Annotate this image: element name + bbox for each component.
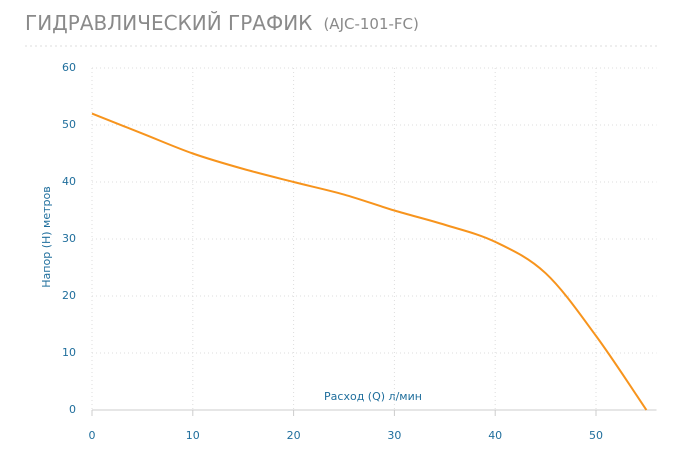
- x-tick-label: 20: [287, 429, 301, 442]
- y-axis-label: Напор (H) метров: [40, 186, 53, 287]
- subtitle: (AJC-101-FC): [323, 15, 418, 33]
- title: ГИДРАВЛИЧЕСКИЙ ГРАФИК: [25, 11, 312, 35]
- y-tick-label: 30: [62, 232, 76, 245]
- x-tick-label: 40: [488, 429, 502, 442]
- y-tick-label: 0: [69, 403, 76, 416]
- y-tick-label: 50: [62, 118, 76, 131]
- line-series: [91, 112, 648, 411]
- y-tick-label: 40: [62, 175, 76, 188]
- y-tick-label: 20: [62, 289, 76, 302]
- x-tick-label: 0: [89, 429, 96, 442]
- x-axis-label: Расход (Q) л/мин: [324, 390, 422, 403]
- x-tick-label: 50: [589, 429, 603, 442]
- y-tick-label: 10: [62, 346, 76, 359]
- y-tick-label: 60: [62, 61, 76, 74]
- chart-title: ГИДРАВЛИЧЕСКИЙ ГРАФИК (AJC-101-FC): [25, 11, 419, 35]
- x-tick-label: 10: [186, 429, 200, 442]
- x-tick-label: 30: [387, 429, 401, 442]
